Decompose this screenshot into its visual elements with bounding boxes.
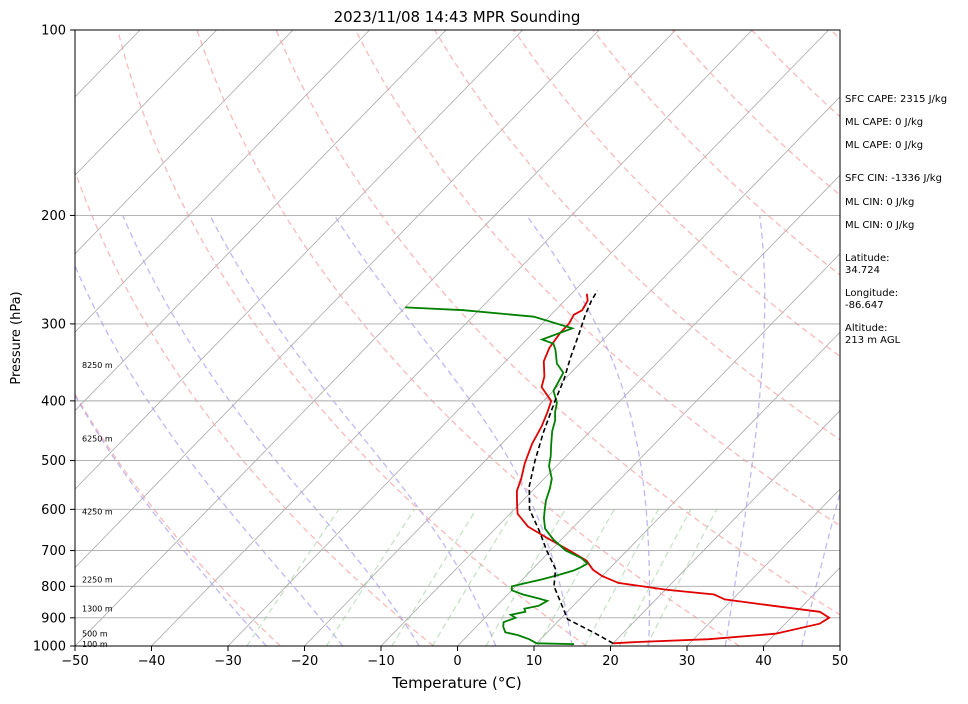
x-tick-label: −20 (291, 654, 318, 669)
height-label: 8250 m (82, 361, 113, 370)
x-tick-label: −30 (214, 654, 241, 669)
x-tick-label: 20 (602, 654, 619, 669)
annotation-text: Longitude: (845, 288, 898, 299)
y-tick-label: 1000 (33, 640, 66, 655)
height-label: 4250 m (82, 508, 113, 517)
annotation-text: ML CIN: 0 J/kg (845, 220, 914, 231)
annotation-text: ML CAPE: 0 J/kg (845, 117, 923, 128)
annotation-text: Latitude: (845, 253, 890, 264)
height-label: 6250 m (82, 434, 113, 443)
height-label: 100 m (82, 640, 108, 649)
x-axis-label: Temperature (°C) (391, 674, 521, 692)
x-tick-label: −50 (61, 654, 88, 669)
annotation-text: ML CAPE: 0 J/kg (845, 140, 923, 151)
x-tick-label: −10 (367, 654, 394, 669)
annotation-text: ML CIN: 0 J/kg (845, 197, 914, 208)
x-tick-label: 40 (755, 654, 772, 669)
y-tick-label: 300 (41, 317, 66, 332)
y-tick-label: 700 (41, 544, 66, 559)
y-tick-label: 100 (41, 24, 66, 39)
x-tick-label: 0 (453, 654, 461, 669)
y-tick-label: 800 (41, 580, 66, 595)
height-label: 500 m (82, 630, 108, 639)
annotation-text: 213 m AGL (845, 335, 901, 346)
y-axis-label: Pressure (hPa) (9, 291, 24, 384)
annotation-text: SFC CIN: -1336 J/kg (845, 173, 942, 184)
height-label: 1300 m (82, 605, 113, 614)
y-tick-label: 500 (41, 454, 66, 469)
y-tick-label: 400 (41, 394, 66, 409)
x-tick-label: 10 (526, 654, 543, 669)
height-label: 2250 m (82, 576, 113, 585)
x-tick-label: 50 (832, 654, 849, 669)
x-tick-label: 30 (679, 654, 696, 669)
annotation-text: -86.647 (845, 300, 884, 311)
chart-title: 2023/11/08 14:43 MPR Sounding (334, 8, 581, 26)
y-tick-label: 200 (41, 209, 66, 224)
annotation-text: SFC CAPE: 2315 J/kg (845, 94, 947, 105)
annotation-text: 34.724 (845, 265, 880, 276)
annotation-text: Altitude: (845, 323, 887, 334)
x-tick-label: −40 (138, 654, 165, 669)
y-tick-label: 900 (41, 611, 66, 626)
y-tick-label: 600 (41, 503, 66, 518)
